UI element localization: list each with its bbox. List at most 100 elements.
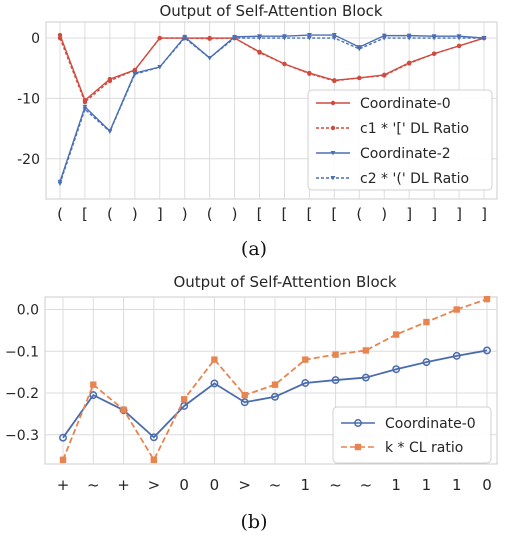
y-tick-label: −0.3: [5, 428, 39, 444]
chart-a-series: [57, 32, 487, 186]
data-point: [90, 381, 97, 388]
data-point: [456, 43, 462, 49]
data-point: [456, 36, 462, 41]
data-point: [107, 129, 113, 135]
chart-a: Output of Self-Attention Block 0 -10 -20 (…: [17, 2, 498, 223]
chart-b-y-ticks: 0.0 −0.1 −0.2 −0.3: [5, 303, 39, 444]
data-point: [431, 51, 437, 56]
legend-swatch-marker: [330, 176, 336, 181]
x-tick-label: ~: [87, 476, 100, 494]
x-tick-label: +: [57, 476, 70, 494]
chart-b-title: Output of Self-Attention Block: [173, 273, 396, 291]
y-tick-label: 0.0: [17, 303, 39, 319]
data-point: [89, 391, 98, 400]
x-tick-label: [: [331, 205, 337, 223]
data-point: [431, 36, 437, 41]
data-point: [332, 351, 339, 358]
data-point: [483, 295, 491, 303]
data-point: [182, 36, 188, 41]
data-point: [207, 36, 212, 41]
y-tick-label: −0.2: [5, 386, 39, 402]
x-tick-label: ]: [157, 205, 163, 223]
legend-label: k * CL ratio: [385, 440, 463, 456]
data-point: [361, 373, 370, 382]
data-point: [207, 55, 213, 61]
x-tick-label: 0: [482, 476, 492, 494]
plot-frame: [44, 296, 498, 465]
data-point: [331, 33, 337, 38]
data-point: [422, 358, 431, 367]
legend-box: [332, 406, 492, 464]
x-tick-label: (: [57, 205, 63, 223]
data-point: [132, 72, 138, 77]
data-point: [453, 306, 460, 313]
data-point: [282, 61, 287, 67]
data-point: [331, 376, 340, 385]
x-tick-label: ): [232, 205, 238, 223]
x-tick-label: >: [148, 476, 161, 494]
data-point: [240, 398, 249, 407]
x-tick-label: 0: [210, 476, 220, 494]
series-line: [59, 34, 485, 182]
data-point: [210, 379, 219, 388]
legend-label: Coordinate-2: [360, 146, 451, 162]
data-point: [331, 36, 337, 41]
x-tick-label: ~: [269, 476, 282, 494]
legend-label: c2 * '(' DL Ratio: [360, 171, 469, 187]
data-point: [180, 396, 188, 403]
legend-swatch-marker: [330, 125, 336, 131]
data-point: [82, 99, 88, 105]
x-tick-label: 1: [422, 476, 432, 494]
x-tick-label: 1: [452, 476, 462, 494]
data-point: [392, 365, 401, 374]
legend-label: c1 * '[' DL Ratio: [360, 121, 469, 137]
data-point: [356, 46, 362, 52]
data-point: [452, 351, 461, 360]
data-point: [271, 381, 279, 388]
x-tick-label: +: [117, 476, 130, 494]
x-tick-label: (: [207, 205, 213, 223]
plot-frame: [45, 21, 498, 200]
data-point: [82, 107, 88, 112]
data-point: [307, 36, 312, 41]
data-point: [307, 71, 312, 76]
data-point: [232, 36, 237, 41]
data-point: [332, 78, 337, 84]
data-point: [406, 33, 412, 39]
y-tick-label: -20: [17, 152, 40, 168]
data-point: [406, 61, 412, 66]
x-tick-label: 1: [391, 476, 401, 494]
x-tick-label: ]: [406, 205, 412, 223]
x-tick-label: ]: [456, 205, 462, 223]
data-point: [211, 356, 218, 363]
data-point: [257, 50, 262, 55]
x-tick-label: ~: [329, 476, 342, 494]
chart-b-series: [59, 295, 491, 464]
data-point: [120, 406, 127, 413]
data-point: [241, 391, 248, 399]
data-point: [57, 35, 63, 41]
data-point: [381, 36, 387, 41]
legend-swatch-marker: [354, 443, 362, 451]
data-point: [481, 36, 487, 41]
data-point: [483, 346, 491, 355]
data-point: [357, 75, 362, 81]
data-point: [362, 347, 370, 354]
x-tick-label: >: [238, 476, 251, 494]
data-point: [57, 32, 63, 38]
caption-a: (a): [241, 238, 267, 260]
data-point: [57, 181, 63, 186]
x-tick-label: ): [132, 205, 138, 223]
x-tick-label: 0: [179, 476, 189, 494]
data-point: [157, 65, 163, 70]
x-tick-label: [: [282, 205, 288, 223]
data-point: [82, 104, 88, 110]
chart-b-x-ticks: + ~ + >0 0 > ~1 ~ ~1 1 1 0: [57, 476, 492, 494]
legend-box: [307, 89, 493, 191]
series-line: [59, 37, 484, 184]
x-tick-label: [: [82, 205, 88, 223]
series-line: [59, 37, 485, 104]
x-tick-label: [: [257, 205, 263, 223]
x-tick-label: ]: [481, 205, 487, 223]
legend-swatch-marker: [330, 100, 336, 106]
